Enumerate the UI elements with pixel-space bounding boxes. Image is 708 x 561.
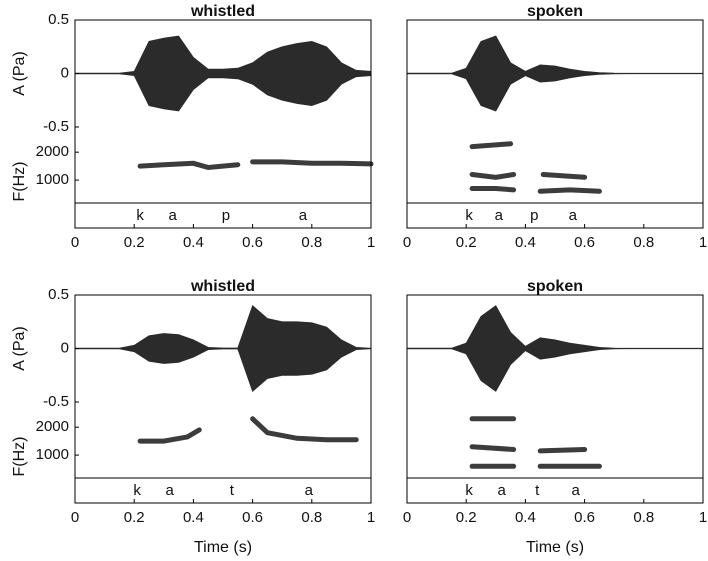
x-tick-label: 1 — [367, 509, 375, 526]
x-axis-label: Time (s) — [194, 539, 252, 556]
phoneme-label: a — [569, 207, 578, 224]
formant-track — [250, 159, 374, 167]
x-tick-label: 0.6 — [574, 234, 595, 251]
formant-track — [250, 416, 359, 443]
x-tick-label: 0.4 — [183, 234, 204, 251]
x-tick-label: 0.4 — [515, 234, 536, 251]
axes-frame — [406, 19, 704, 229]
axes-frame — [74, 19, 372, 229]
phoneme-label: k — [465, 482, 473, 499]
formant-track — [137, 160, 241, 171]
y-axis-label: F(Hz) — [11, 162, 28, 202]
y-axis-label: F(Hz) — [11, 437, 28, 477]
y-tick-label: 2000 — [36, 418, 69, 435]
waveform-upper — [406, 35, 704, 74]
y-axis-label: A (Pa) — [11, 51, 28, 95]
formant-track — [469, 172, 517, 180]
y-tick-label: 1000 — [36, 171, 69, 188]
x-tick-label: 0.4 — [183, 509, 204, 526]
y-tick-label: 0.5 — [48, 286, 69, 303]
x-tick-label: 0 — [403, 509, 411, 526]
x-tick-label: 0.2 — [124, 509, 145, 526]
x-tick-label: 1 — [367, 234, 375, 251]
x-tick-label: 0.8 — [301, 509, 322, 526]
phoneme-label: p — [530, 207, 538, 224]
phoneme-label: p — [222, 207, 230, 224]
x-tick-label: 0.8 — [633, 509, 654, 526]
y-tick-label: 1000 — [36, 446, 69, 463]
x-tick-label: 0.2 — [124, 234, 145, 251]
formant-track — [469, 444, 517, 452]
y-tick-label: 2000 — [36, 143, 69, 160]
panel-title: spoken — [527, 278, 583, 295]
phoneme-label: k — [133, 482, 141, 499]
phoneme-label: a — [169, 207, 178, 224]
waveform-lower — [74, 348, 372, 392]
phoneme-label: k — [136, 207, 144, 224]
formant-track — [137, 427, 202, 444]
waveform-lower — [74, 73, 372, 112]
x-tick-label: 1 — [699, 509, 707, 526]
formant-track — [537, 447, 588, 454]
formant-track — [540, 172, 588, 180]
panel-title: whistled — [190, 278, 255, 295]
phoneme-label: a — [305, 482, 314, 499]
x-tick-label: 0.6 — [242, 509, 263, 526]
panel-title: whistled — [190, 3, 255, 20]
x-tick-label: 1 — [699, 234, 707, 251]
x-tick-label: 0.2 — [456, 509, 477, 526]
axes-frame — [406, 294, 704, 504]
phoneme-label: t — [230, 482, 235, 499]
phoneme-label: a — [166, 482, 175, 499]
formant-track — [537, 187, 602, 194]
y-tick-label: -0.5 — [43, 118, 69, 135]
x-tick-label: 0.8 — [301, 234, 322, 251]
phoneme-label: t — [535, 482, 540, 499]
y-tick-label: 0 — [61, 339, 69, 356]
phoneme-label: a — [572, 482, 581, 499]
x-tick-label: 0.2 — [456, 234, 477, 251]
phoneme-label: a — [495, 207, 504, 224]
formant-track — [469, 141, 514, 150]
x-tick-label: 0.6 — [574, 509, 595, 526]
y-axis-label: A (Pa) — [11, 326, 28, 370]
y-tick-label: 0 — [61, 64, 69, 81]
panel-title: spoken — [527, 3, 583, 20]
waveform-upper — [74, 305, 372, 349]
waveform-upper — [74, 35, 372, 74]
x-tick-label: 0 — [71, 234, 79, 251]
phoneme-label: k — [465, 207, 473, 224]
x-tick-label: 0 — [403, 234, 411, 251]
x-tick-label: 0.4 — [515, 509, 536, 526]
x-tick-label: 0 — [71, 509, 79, 526]
formant-track — [469, 186, 517, 193]
waveform-upper — [406, 305, 704, 349]
phoneme-label: a — [498, 482, 507, 499]
x-tick-label: 0.8 — [633, 234, 654, 251]
y-tick-label: 0.5 — [48, 11, 69, 28]
y-tick-label: -0.5 — [43, 393, 69, 410]
axes-frame — [74, 294, 372, 504]
x-tick-label: 0.6 — [242, 234, 263, 251]
phoneme-label: a — [299, 207, 308, 224]
x-axis-label: Time (s) — [526, 539, 584, 556]
waveform-lower — [406, 73, 704, 112]
waveform-lower — [406, 348, 704, 392]
